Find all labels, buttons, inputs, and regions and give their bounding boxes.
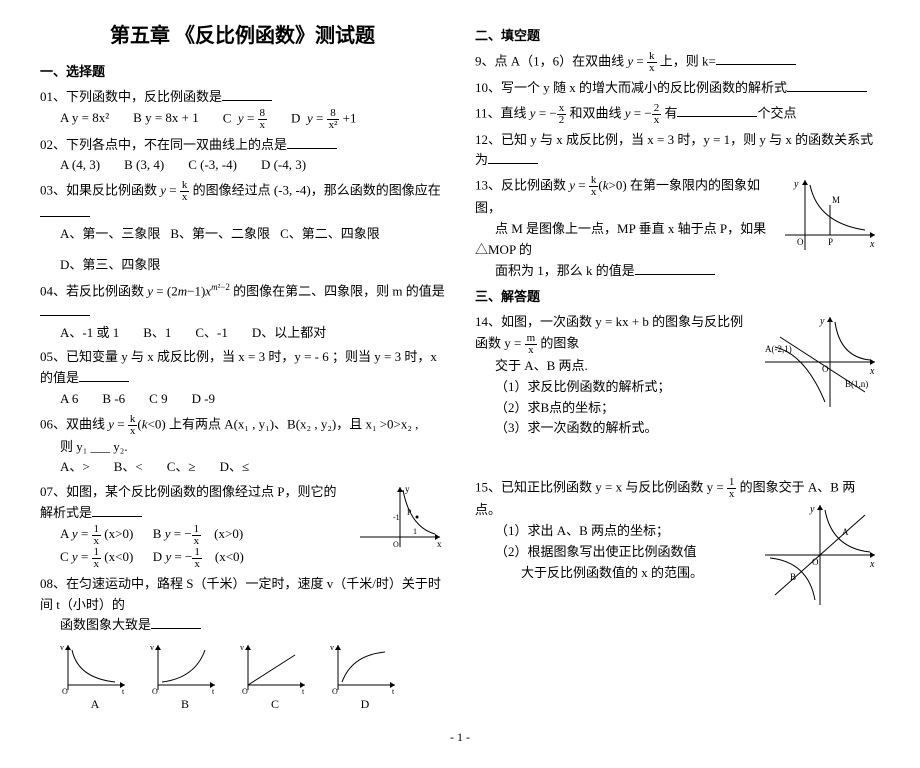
question-09: 9、点 A（1，6）在双曲线 y = kx 上，则 k= <box>475 51 880 74</box>
svg-text:x: x <box>869 366 875 377</box>
q03-text: 03、如果反比例函数 y = kx 的图像经过点 (-3, -4)，那么函数的图… <box>40 180 445 224</box>
q06-opt-a: A、> <box>60 457 90 478</box>
svg-text:x: x <box>437 539 442 549</box>
question-06: 06、双曲线 y = kx(k<0) 上有两点 A(x₁ , y₁)、B(x₂ … <box>40 414 445 479</box>
svg-text:A: A <box>842 527 849 537</box>
svg-text:x: x <box>869 559 875 570</box>
q01-text: 01、下列函数中，反比例函数是 <box>40 87 445 108</box>
svg-text:t: t <box>212 687 215 695</box>
question-05: 05、已知变量 y 与 x 成反比例，当 x = 3 时，y = - 6 ；则当… <box>40 347 445 409</box>
q08-text: 08、在匀速运动中，路程 S（千米）一定时，速度 v（千米/时）关于时间 t（小… <box>40 574 445 616</box>
q06-opt-c: C、≥ <box>167 457 196 478</box>
svg-text:P: P <box>407 508 412 517</box>
svg-text:y: y <box>819 316 825 327</box>
q03-opt-a: A、第一、三象限 <box>60 224 160 245</box>
question-11: 11、直线 y = −x2 和双曲线 y = −2x 有个交点 <box>475 103 880 126</box>
svg-text:1: 1 <box>413 527 417 536</box>
q01-opt-d: D y = 8x² +1 <box>291 108 356 131</box>
q03-opt-b: B、第一、二象限 <box>170 224 270 245</box>
q03-opt-d: D、第三、四象限 <box>60 255 160 276</box>
question-07: x y P 1 -1 O 07、如图，某个反比例函数的图像经过点 P，则它的解析… <box>40 482 445 570</box>
svg-text:t: t <box>392 687 395 695</box>
svg-text:O: O <box>822 364 829 374</box>
section-3-head: 三、解答题 <box>475 287 880 308</box>
svg-text:x: x <box>869 239 875 250</box>
question-12: 12、已知 y 与 x 成反比例，当 x = 3 时，y = 1，则 y 与 x… <box>475 130 880 172</box>
question-14: x y O A(-2,1) B(1,n) 14、如图，一次函数 y = kx +… <box>475 312 880 439</box>
question-08: 08、在匀速运动中，路程 S（千米）一定时，速度 v（千米/时）关于时间 t（小… <box>40 574 445 715</box>
svg-text:O: O <box>242 687 248 695</box>
q02-text: 02、下列各点中，不在同一双曲线上的点是 <box>40 135 445 156</box>
q06-opt-b: B、< <box>114 457 143 478</box>
svg-text:v: v <box>150 643 154 652</box>
section-2-head: 二、填空题 <box>475 26 880 47</box>
q08-label-c: C <box>240 695 310 714</box>
svg-text:B(1,n): B(1,n) <box>845 379 868 389</box>
q01-opt-b: B y = 8x + 1 <box>133 108 199 131</box>
q04-opt-a: A、-1 或 1 <box>60 323 119 344</box>
svg-text:M: M <box>832 195 840 205</box>
q07-opt-b: B y = −1x (x>0) <box>153 526 243 541</box>
svg-text:O: O <box>393 540 399 549</box>
svg-text:O: O <box>62 687 68 695</box>
q08-label-b: B <box>150 695 220 714</box>
q02-opt-d: D (-4, 3) <box>261 155 306 176</box>
q07-opt-a: A y = 1x (x>0) <box>60 526 133 541</box>
svg-text:t: t <box>302 687 305 695</box>
q14-sub3: （3）求一次函数的解析式。 <box>495 418 880 439</box>
q08-graphs: t v O A t v O B t v O C t v O D <box>60 640 445 714</box>
q05-opt-b: B -6 <box>102 389 125 410</box>
q04-opt-d: D、以上都对 <box>252 323 326 344</box>
question-15: 15、已知正比例函数 y = x 与反比例函数 y = 1x 的图象交于 A、B… <box>475 477 880 583</box>
q07-opt-c: C y = 1x (x<0) <box>60 549 133 564</box>
page-number: - 1 - <box>40 728 880 747</box>
q08-label-d: D <box>330 695 400 714</box>
svg-text:O: O <box>152 687 158 695</box>
q06-text2: 则 y₁ ___ y₂. <box>60 437 445 458</box>
svg-text:v: v <box>240 643 244 652</box>
q04-text: 04、若反比例函数 y = (2m−1)xm²−2 的图像在第二、四象限，则 m… <box>40 280 445 323</box>
svg-text:v: v <box>330 643 334 652</box>
q02-opt-b: B (3, 4) <box>124 155 164 176</box>
question-01: 01、下列函数中，反比例函数是 A y = 8x² B y = 8x + 1 C… <box>40 87 445 131</box>
q03-opt-c: C、第二、四象限 <box>280 224 380 245</box>
page-title: 第五章 《反比例函数》测试题 <box>40 20 445 52</box>
svg-text:v: v <box>60 643 64 652</box>
svg-text:O: O <box>797 237 804 247</box>
q04-opt-b: B、1 <box>143 323 171 344</box>
q06-text: 06、双曲线 y = kx(k<0) 上有两点 A(x₁ , y₁)、B(x₂ … <box>40 414 445 437</box>
q02-opt-c: C (-3, -4) <box>188 155 237 176</box>
q05-opt-d: D -9 <box>192 389 215 410</box>
q13-graph: x y O M P <box>780 175 880 255</box>
svg-text:P: P <box>828 237 833 247</box>
question-13: x y O M P 13、反比例函数 y = kx(k>0) 在第一象限内的图象… <box>475 175 880 281</box>
q05-opt-c: C 9 <box>149 389 167 410</box>
question-03: 03、如果反比例函数 y = kx 的图像经过点 (-3, -4)，那么函数的图… <box>40 180 445 275</box>
svg-text:y: y <box>793 179 799 190</box>
question-04: 04、若反比例函数 y = (2m−1)xm²−2 的图像在第二、四象限，则 m… <box>40 280 445 344</box>
question-10: 10、写一个 y 随 x 的增大而减小的反比例函数的解析式 <box>475 78 880 99</box>
svg-text:-1: -1 <box>393 513 400 522</box>
svg-text:B: B <box>790 572 796 582</box>
section-1-head: 一、选择题 <box>40 62 445 83</box>
svg-text:A(-2,1): A(-2,1) <box>765 344 792 354</box>
question-02: 02、下列各点中，不在同一双曲线上的点是 A (4, 3) B (3, 4) C… <box>40 135 445 177</box>
q05-text: 05、已知变量 y 与 x 成反比例，当 x = 3 时，y = - 6 ；则当… <box>40 347 445 389</box>
q07-graph: x y P 1 -1 O <box>355 482 445 552</box>
q05-opt-a: A 6 <box>60 389 78 410</box>
q01-opt-a: A y = 8x² <box>60 108 109 131</box>
q14-graph: x y O A(-2,1) B(1,n) <box>760 312 880 412</box>
svg-text:y: y <box>405 484 410 494</box>
q01-opt-c: C y = 8x <box>223 108 267 131</box>
q08-label-a: A <box>60 695 130 714</box>
q04-opt-c: C、-1 <box>195 323 228 344</box>
q07-opt-d: D y = −1x (x<0) <box>153 549 244 564</box>
svg-text:t: t <box>122 687 125 695</box>
q02-opt-a: A (4, 3) <box>60 155 100 176</box>
q08-text2: 函数图象大致是 <box>60 615 445 636</box>
svg-text:O: O <box>332 687 338 695</box>
q06-opt-d: D、≤ <box>220 457 250 478</box>
q15-graph: x y O A B <box>760 500 880 610</box>
svg-text:y: y <box>809 504 815 515</box>
